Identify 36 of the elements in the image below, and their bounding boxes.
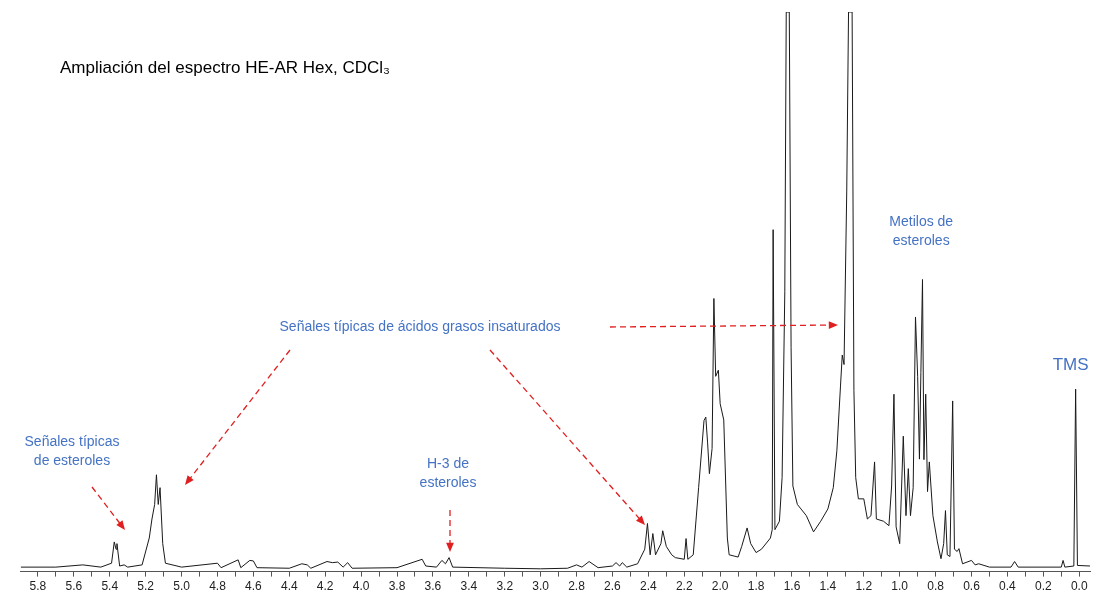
x-tick-label: 1.4 <box>819 579 837 594</box>
x-tick-label: 1.0 <box>891 579 909 594</box>
annotation: Metilos de esteroles <box>889 212 954 248</box>
x-tick-label: 3.8 <box>388 579 406 594</box>
annotation: TMS <box>1052 354 1089 374</box>
x-tick-label: 4.0 <box>352 579 370 594</box>
x-tick-label: 1.2 <box>855 579 873 594</box>
x-tick-label: 2.4 <box>640 579 658 594</box>
x-tick-label: 0.4 <box>999 579 1017 594</box>
x-tick-label: 4.4 <box>280 579 298 594</box>
text: Ampliación del espectro HE-AR Hex, CDCl₃ <box>60 57 391 77</box>
x-tick-label: 4.2 <box>316 579 334 594</box>
x-tick-label: 3.6 <box>424 579 442 594</box>
x-tick-label: 2.2 <box>675 579 693 594</box>
x-tick-label: 0.2 <box>1034 579 1052 594</box>
x-tick-label: 1.8 <box>747 579 765 594</box>
x-tick-label: 2.0 <box>711 579 729 594</box>
x-tick-label: 0.8 <box>927 579 945 594</box>
x-tick-label: 5.6 <box>65 579 83 594</box>
x-tick-label: 0.0 <box>1070 579 1088 594</box>
x-tick-label: 0.6 <box>963 579 981 594</box>
annotation: Señales típicas de esteroles <box>24 433 120 469</box>
x-tick-label: 3.4 <box>460 579 478 594</box>
x-tick-label: 3.2 <box>496 579 514 594</box>
x-tick-label: 2.8 <box>568 579 586 594</box>
x-tick-label: 3.0 <box>532 579 550 594</box>
x-tick-label: 5.4 <box>101 579 119 594</box>
x-tick-label: 4.8 <box>209 579 227 594</box>
x-tick-label: 5.8 <box>29 579 47 594</box>
x-tick-label: 1.6 <box>783 579 801 594</box>
x-tick-label: 2.6 <box>604 579 622 594</box>
x-tick-label: 4.6 <box>245 579 263 594</box>
annotation: Señales típicas de ácidos grasos insaturados <box>279 317 561 334</box>
x-tick-label: 5.2 <box>137 579 155 594</box>
annotation: H-3 de esteroles <box>419 455 477 491</box>
x-tick-label: 5.0 <box>173 579 191 594</box>
